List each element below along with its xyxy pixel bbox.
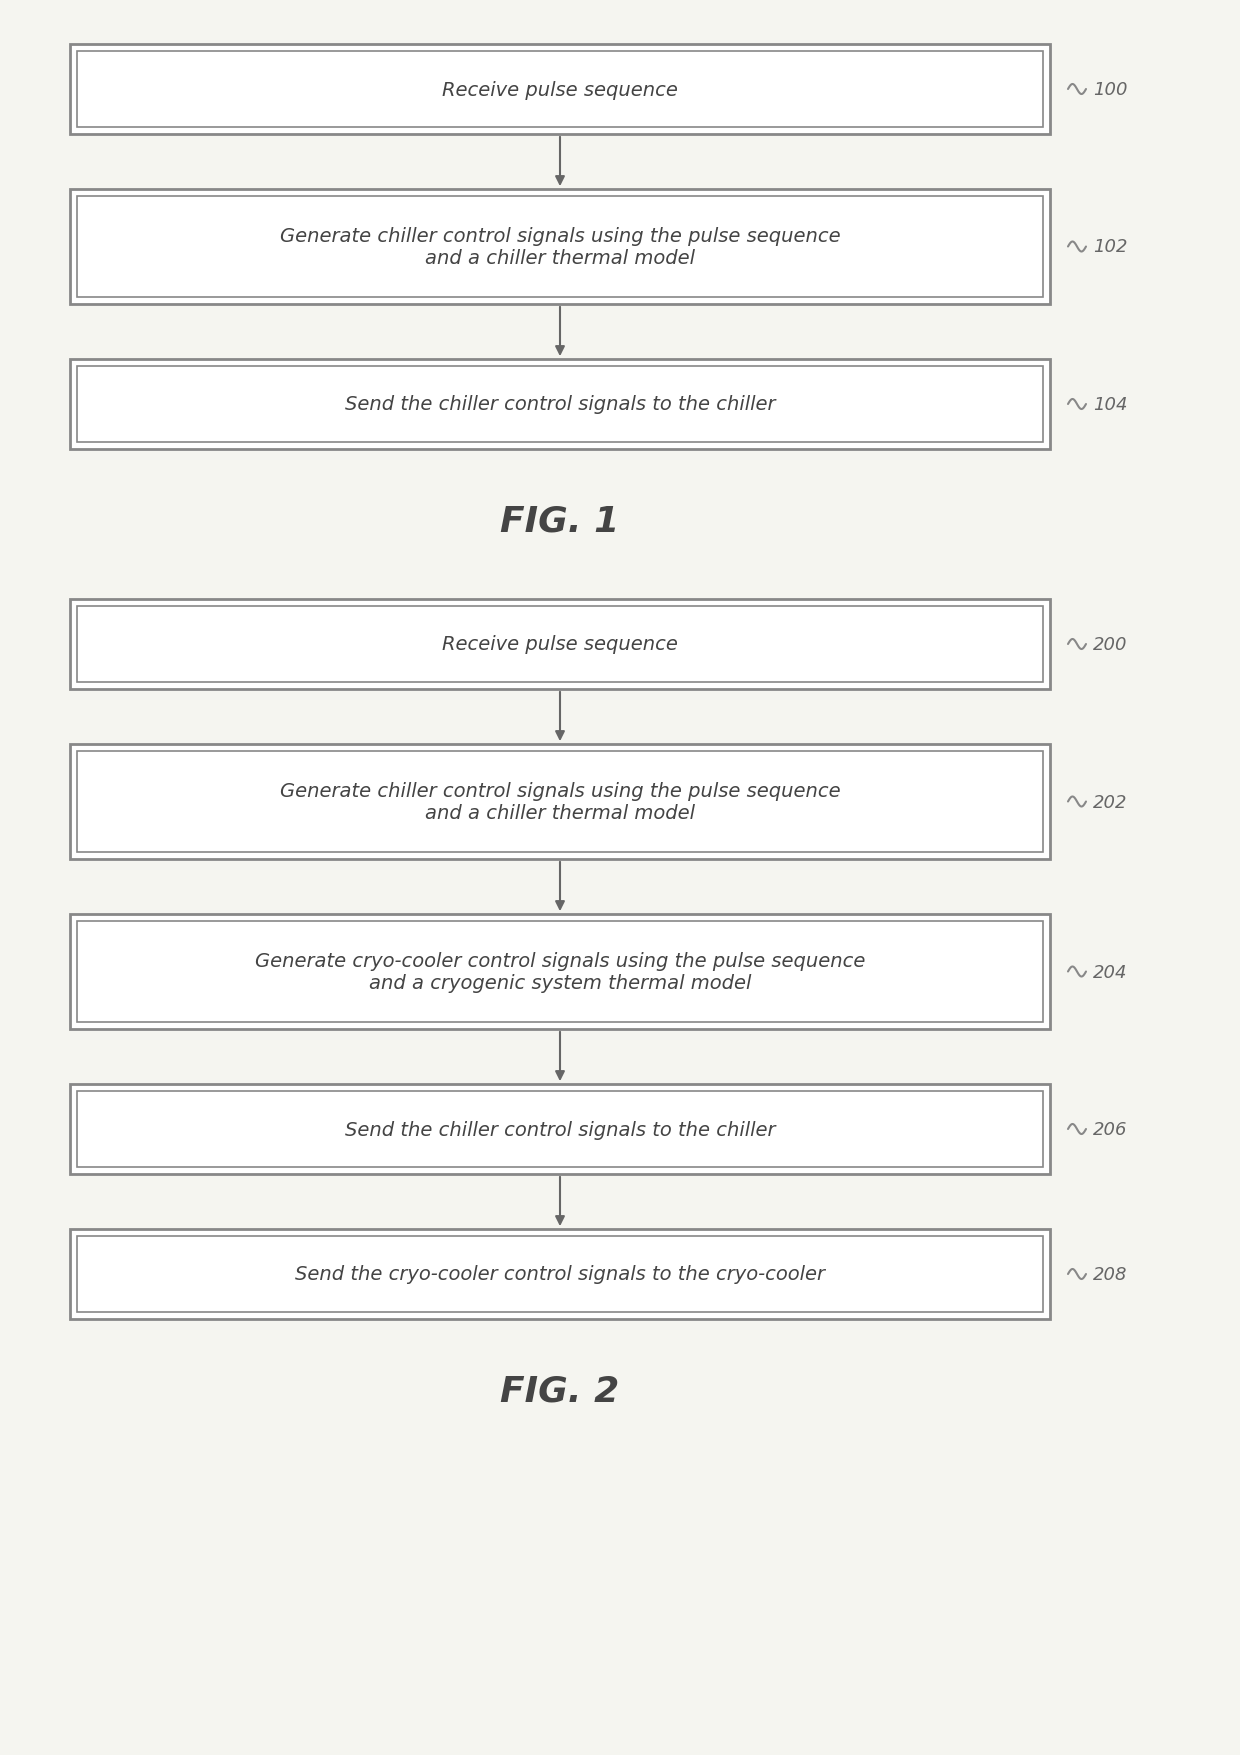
- Bar: [69, 1085, 1050, 1174]
- Text: Send the cryo-cooler control signals to the cryo-cooler: Send the cryo-cooler control signals to …: [295, 1265, 825, 1283]
- Text: Generate chiller control signals using the pulse sequence
and a chiller thermal : Generate chiller control signals using t…: [280, 226, 841, 269]
- Bar: [69, 1228, 1050, 1320]
- Text: 102: 102: [1092, 239, 1127, 256]
- Bar: [77, 921, 1043, 1023]
- Text: Send the chiller control signals to the chiller: Send the chiller control signals to the …: [345, 395, 775, 414]
- Bar: [77, 1092, 1043, 1167]
- Text: 202: 202: [1092, 793, 1127, 811]
- Text: 200: 200: [1092, 635, 1127, 653]
- Text: 206: 206: [1092, 1120, 1127, 1139]
- Bar: [69, 46, 1050, 135]
- Bar: [77, 1236, 1043, 1313]
- Bar: [77, 367, 1043, 442]
- Bar: [69, 190, 1050, 305]
- Bar: [77, 607, 1043, 683]
- Text: Receive pulse sequence: Receive pulse sequence: [443, 635, 678, 655]
- Text: Send the chiller control signals to the chiller: Send the chiller control signals to the …: [345, 1120, 775, 1139]
- Text: 208: 208: [1092, 1265, 1127, 1283]
- Bar: [69, 600, 1050, 690]
- Text: Generate cryo-cooler control signals using the pulse sequence
and a cryogenic sy: Generate cryo-cooler control signals usi…: [254, 951, 866, 992]
- Text: Generate chiller control signals using the pulse sequence
and a chiller thermal : Generate chiller control signals using t…: [280, 781, 841, 823]
- Bar: [69, 744, 1050, 860]
- Text: Receive pulse sequence: Receive pulse sequence: [443, 81, 678, 100]
- Bar: [69, 360, 1050, 449]
- Bar: [69, 914, 1050, 1030]
- Bar: [77, 197, 1043, 298]
- Bar: [77, 751, 1043, 853]
- Text: 204: 204: [1092, 963, 1127, 981]
- Text: 100: 100: [1092, 81, 1127, 98]
- Text: FIG. 1: FIG. 1: [501, 505, 620, 539]
- Bar: [77, 53, 1043, 128]
- Text: FIG. 2: FIG. 2: [501, 1374, 620, 1408]
- Text: 104: 104: [1092, 397, 1127, 414]
